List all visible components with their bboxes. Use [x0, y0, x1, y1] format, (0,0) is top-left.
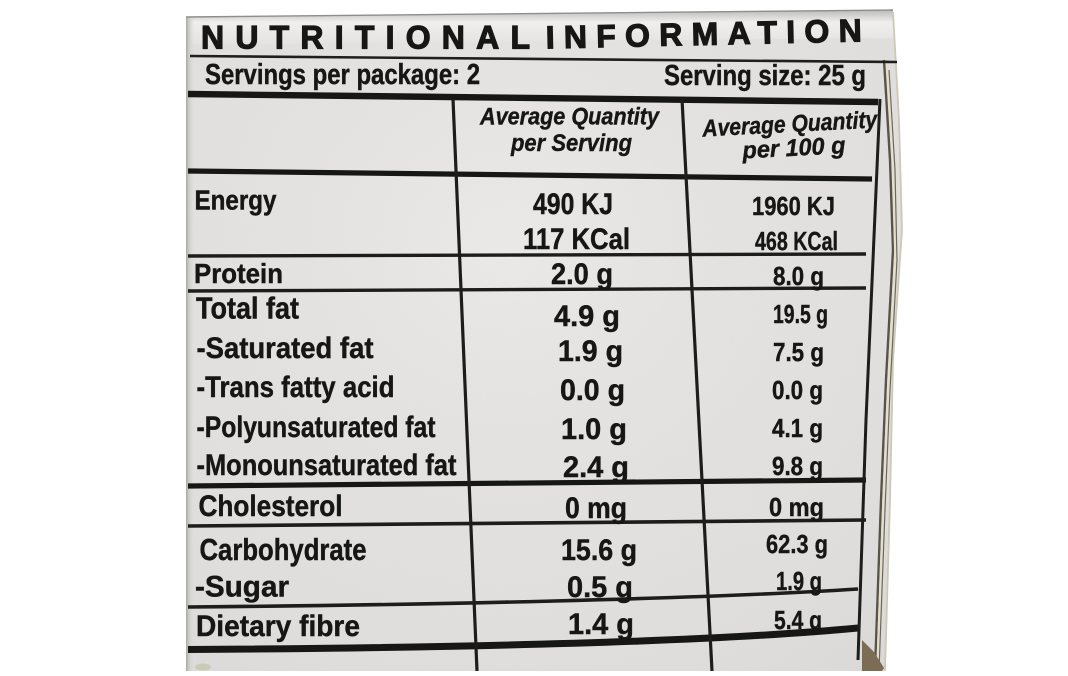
svg-text:5.4 g: 5.4 g	[774, 605, 822, 635]
svg-text:Average Quantity: Average Quantity	[479, 104, 660, 131]
svg-text:-Polyunsaturated fat: -Polyunsaturated fat	[197, 411, 436, 444]
svg-text:468 KCal: 468 KCal	[755, 226, 838, 256]
svg-text:0.0 g: 0.0 g	[772, 375, 823, 405]
svg-text:2.4 g: 2.4 g	[563, 451, 629, 484]
svg-text:4.1 g: 4.1 g	[772, 413, 823, 443]
svg-text:8.0 g: 8.0 g	[773, 261, 824, 291]
svg-text:1.9 g: 1.9 g	[776, 566, 822, 596]
svg-text:490 KJ: 490 KJ	[533, 188, 613, 221]
svg-text:9.8 g: 9.8 g	[772, 451, 823, 481]
svg-text:per 100 g: per 100 g	[741, 132, 847, 164]
svg-text:15.6 g: 15.6 g	[561, 534, 637, 567]
svg-text:Energy: Energy	[195, 185, 277, 216]
svg-text:-Sugar: -Sugar	[195, 571, 289, 604]
svg-text:Cholesterol: Cholesterol	[199, 490, 343, 523]
svg-text:7.5 g: 7.5 g	[773, 337, 824, 367]
svg-text:0 mg: 0 mg	[565, 492, 627, 525]
svg-text:-Monounsaturated fat: -Monounsaturated fat	[197, 449, 457, 482]
svg-text:4.9 g: 4.9 g	[554, 300, 620, 333]
svg-text:0.0 g: 0.0 g	[560, 374, 625, 407]
svg-text:2.0 g: 2.0 g	[551, 258, 613, 291]
svg-text:1960 KJ: 1960 KJ	[752, 191, 835, 221]
svg-text:1.9 g: 1.9 g	[558, 335, 623, 368]
svg-text:117 KCal: 117 KCal	[523, 223, 630, 256]
svg-text:1.0 g: 1.0 g	[561, 413, 627, 446]
svg-text:Total fat: Total fat	[196, 291, 299, 326]
svg-text:0.5 g: 0.5 g	[567, 571, 633, 604]
svg-text:Protein: Protein	[194, 258, 283, 289]
svg-text:0 mg: 0 mg	[769, 492, 824, 522]
svg-text:Servings per package: 2: Servings per package: 2	[205, 59, 480, 91]
svg-text:1.4 g: 1.4 g	[568, 608, 634, 641]
svg-text:Carbohydrate: Carbohydrate	[200, 532, 367, 567]
svg-text:INFORMATION: INFORMATION	[545, 12, 862, 55]
svg-text:19.5 g: 19.5 g	[773, 299, 828, 329]
svg-text:62.3 g: 62.3 g	[766, 529, 828, 559]
svg-text:Serving size: 25 g: Serving size: 25 g	[664, 60, 866, 92]
svg-text:per Serving: per Serving	[510, 130, 632, 157]
svg-text:NUTRITIONAL: NUTRITIONAL	[201, 20, 530, 56]
svg-text:-Saturated fat: -Saturated fat	[197, 332, 374, 365]
svg-text:Dietary fibre: Dietary fibre	[196, 610, 360, 643]
svg-text:-Trans fatty acid: -Trans fatty acid	[197, 371, 395, 404]
